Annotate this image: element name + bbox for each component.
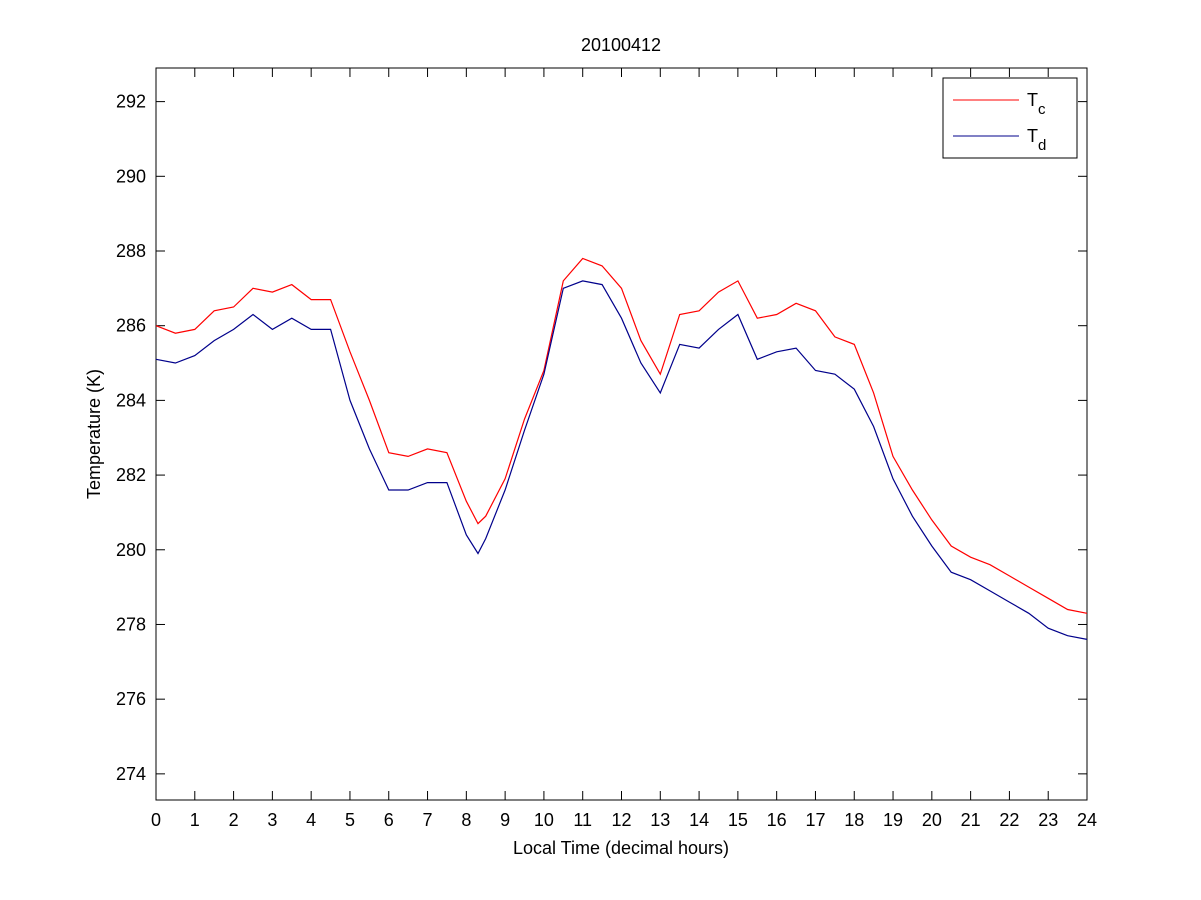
x-tick-label: 23 (1038, 810, 1058, 830)
x-tick-label: 12 (611, 810, 631, 830)
x-tick-label: 21 (961, 810, 981, 830)
y-tick-label: 290 (116, 166, 146, 186)
y-tick-label: 280 (116, 540, 146, 560)
x-tick-label: 6 (384, 810, 394, 830)
x-tick-label: 20 (922, 810, 942, 830)
x-tick-label: 14 (689, 810, 709, 830)
y-tick-label: 288 (116, 241, 146, 261)
x-tick-label: 4 (306, 810, 316, 830)
x-tick-label: 2 (229, 810, 239, 830)
x-tick-label: 13 (650, 810, 670, 830)
x-axis-label: Local Time (decimal hours) (513, 838, 729, 858)
x-tick-label: 3 (267, 810, 277, 830)
y-tick-label: 278 (116, 614, 146, 634)
x-tick-label: 18 (844, 810, 864, 830)
series-line (155, 280, 1088, 640)
series-line (155, 257, 1088, 614)
x-tick-label: 17 (805, 810, 825, 830)
x-tick-label: 22 (999, 810, 1019, 830)
x-tick-label: 24 (1077, 810, 1097, 830)
y-tick-label: 274 (116, 764, 146, 784)
x-tick-label: 16 (767, 810, 787, 830)
x-tick-label: 11 (573, 810, 592, 830)
chart-title: 20100412 (581, 35, 661, 55)
y-tick-label: 276 (116, 689, 146, 709)
y-tick-label: 282 (116, 465, 146, 485)
x-tick-label: 0 (151, 810, 161, 830)
x-tick-label: 19 (883, 810, 903, 830)
y-tick-label: 292 (116, 92, 146, 112)
y-tick-label: 286 (116, 316, 146, 336)
x-tick-label: 1 (190, 810, 200, 830)
legend-box (942, 77, 1078, 159)
x-tick-label: 15 (728, 810, 748, 830)
x-tick-label: 9 (500, 810, 510, 830)
x-tick-label: 5 (345, 810, 355, 830)
x-tick-label: 8 (461, 810, 471, 830)
x-tick-label: 10 (534, 810, 554, 830)
y-tick-label: 284 (116, 390, 146, 410)
plot-area (155, 67, 1088, 801)
x-tick-label: 7 (423, 810, 433, 830)
y-axis-label: Temperature (K) (84, 369, 104, 499)
